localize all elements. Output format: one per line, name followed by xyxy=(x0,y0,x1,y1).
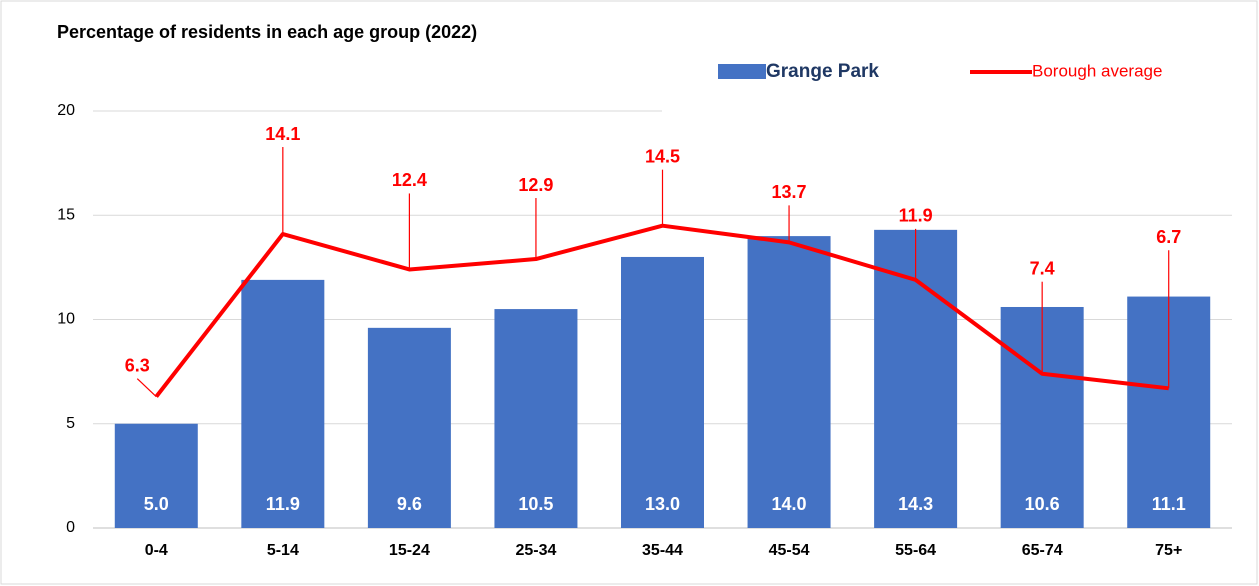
bar-value-label: 13.0 xyxy=(645,494,680,514)
x-tick-label: 65-74 xyxy=(1022,542,1063,559)
bar-value-label: 10.6 xyxy=(1025,494,1060,514)
bar-value-label: 14.3 xyxy=(898,494,933,514)
x-tick-label: 0-4 xyxy=(145,542,168,559)
bar xyxy=(241,279,325,528)
line-value-label: 7.4 xyxy=(1030,258,1055,278)
marks: 0-4 5-14 15-24 25-34 35-44 45-54 55-64 65-74 75+… xyxy=(114,124,1211,559)
x-tick-label: 75+ xyxy=(1155,542,1182,559)
line-value-label: 14.5 xyxy=(645,146,680,166)
x-tick-label: 55-64 xyxy=(895,542,936,559)
x-tick-label: 15-24 xyxy=(389,542,430,559)
line-value-label: 13.7 xyxy=(772,182,807,202)
bar-value-label: 11.1 xyxy=(1152,494,1186,514)
legend-swatch xyxy=(718,64,766,79)
x-tick-label: 45-54 xyxy=(769,542,810,559)
line-value-label: 6.7 xyxy=(1156,227,1181,247)
chart-title: Percentage of residents in each age grou… xyxy=(57,22,477,42)
bar xyxy=(367,327,451,528)
x-tick-label: 5-14 xyxy=(267,542,299,559)
line-value-label: 12.4 xyxy=(392,170,427,190)
line-value-label: 6.3 xyxy=(125,355,150,375)
x-tick-label: 35-44 xyxy=(642,542,683,559)
line-value-label: 11.9 xyxy=(899,206,933,226)
bar-value-label: 10.5 xyxy=(518,494,553,514)
line-value-label: 12.9 xyxy=(518,175,553,195)
y-tick-label: 0 xyxy=(66,519,75,536)
bar-value-label: 5.0 xyxy=(144,494,169,514)
line-value-label: 14.1 xyxy=(265,124,300,144)
bar xyxy=(747,236,831,528)
x-tick-label: 25-34 xyxy=(515,542,556,559)
bar-value-label: 9.6 xyxy=(397,494,422,514)
bar xyxy=(114,423,198,528)
bar xyxy=(494,309,578,528)
y-tick-label: 5 xyxy=(66,415,75,432)
callout-line xyxy=(136,378,157,398)
y-tick-label: 15 xyxy=(57,206,75,223)
bar-value-label: 14.0 xyxy=(772,494,807,514)
y-tick-label: 10 xyxy=(57,311,75,328)
bar-value-label: 11.9 xyxy=(266,494,300,514)
bar xyxy=(621,256,704,528)
legend-box xyxy=(662,50,1237,120)
legend-label: Borough average xyxy=(1032,61,1162,80)
legend-label: Grange Park xyxy=(766,61,879,82)
y-tick-label: 20 xyxy=(57,102,75,119)
